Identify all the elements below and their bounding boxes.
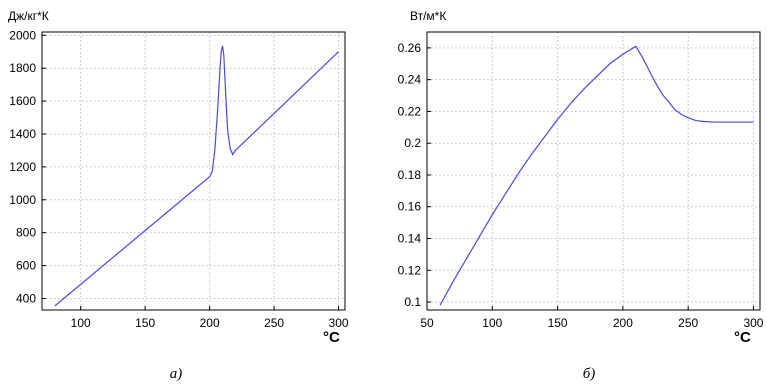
x-tick-label: 200 <box>200 316 220 330</box>
y-tick-label: 800 <box>16 226 36 240</box>
y-tick-label: 1600 <box>9 94 36 108</box>
y-tick-label: 0.16 <box>398 200 422 214</box>
chart-caption: б) <box>583 366 596 382</box>
y-tick-label: 0.14 <box>398 232 422 246</box>
y-tick-label: 1800 <box>9 61 36 75</box>
y-axis-label: Дж/кг*К <box>8 9 49 23</box>
x-tick-label: 100 <box>482 316 502 330</box>
x-axis-label: °C <box>323 329 340 346</box>
y-axis-label: Вт/м*К <box>410 9 446 23</box>
series-line <box>439 45 754 306</box>
y-tick-label: 1200 <box>9 160 36 174</box>
y-tick-label: 2000 <box>9 28 36 42</box>
y-tick-label: 0.24 <box>398 73 422 87</box>
x-tick-label: 250 <box>678 316 698 330</box>
y-tick-label: 0.1 <box>404 295 421 309</box>
y-tick-label: 0.26 <box>398 41 422 55</box>
x-tick-label: 300 <box>743 316 763 330</box>
x-tick-label: 300 <box>329 316 349 330</box>
plot-frame <box>41 31 346 311</box>
x-tick-label: 250 <box>264 316 284 330</box>
y-tick-label: 1000 <box>9 193 36 207</box>
chart-caption: а) <box>170 366 183 382</box>
x-axis-label: °C <box>734 329 751 346</box>
x-tick-label: 200 <box>613 316 633 330</box>
x-tick-label: 150 <box>548 316 568 330</box>
x-tick-label: 100 <box>71 316 91 330</box>
plot-frame <box>426 31 761 311</box>
y-tick-label: 0.2 <box>404 136 421 150</box>
y-tick-label: 400 <box>16 291 36 305</box>
y-tick-label: 1400 <box>9 127 36 141</box>
y-tick-label: 0.22 <box>398 104 422 118</box>
y-tick-label: 0.12 <box>398 263 422 277</box>
x-tick-label: 150 <box>135 316 155 330</box>
x-tick-label: 50 <box>420 316 434 330</box>
chart-a: 100 150 200 250 300 400 600 800 1000 1200 1400 1600… <box>8 9 349 382</box>
series-line <box>54 45 339 307</box>
y-tick-label: 0.18 <box>398 168 422 182</box>
y-tick-label: 600 <box>16 259 36 273</box>
chart-b: 50 100 150 200 250 300 0.1 0.12 0.14 0.16 0.18 0.2 0… <box>398 9 764 382</box>
